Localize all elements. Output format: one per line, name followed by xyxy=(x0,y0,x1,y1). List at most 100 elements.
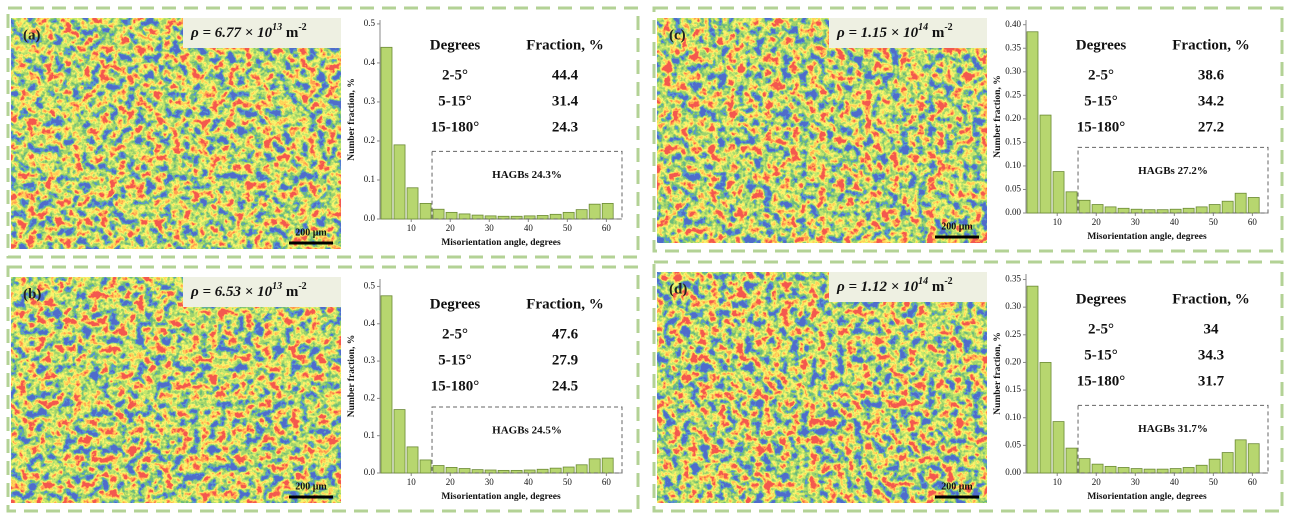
bar xyxy=(459,214,470,219)
table-cell: 34 xyxy=(1204,321,1220,337)
bar xyxy=(1066,448,1077,473)
density-unit-exponent: -2 xyxy=(298,281,306,292)
y-tick-label: 0.30 xyxy=(1005,66,1021,76)
bar xyxy=(1079,459,1090,473)
x-tick-label: 50 xyxy=(1209,217,1219,227)
scale-bar-label: 200 μm xyxy=(295,481,327,492)
bar xyxy=(420,203,431,219)
bar xyxy=(1118,467,1129,473)
y-tick-label: 0.10 xyxy=(1005,160,1021,170)
x-tick-label: 40 xyxy=(1170,217,1180,227)
table-cell: 34.3 xyxy=(1198,347,1224,363)
hagb-label: HAGBs 31.7% xyxy=(1138,423,1208,435)
table-header: Degrees xyxy=(430,37,481,53)
bar xyxy=(1053,172,1064,213)
table-header: Fraction, % xyxy=(1172,291,1249,307)
y-axis-label: Number fraction, % xyxy=(347,335,357,417)
x-axis-label: Misorientation angle, degrees xyxy=(1087,492,1207,502)
table-header: Fraction, % xyxy=(526,296,603,312)
bar xyxy=(602,203,613,219)
bar xyxy=(394,410,405,473)
bar xyxy=(1209,205,1220,213)
bar xyxy=(472,215,483,219)
table-header: Fraction, % xyxy=(1172,37,1249,53)
density-value: ρ = 6.77 × 10 xyxy=(190,25,273,41)
y-tick-label: 0.35 xyxy=(1005,42,1021,52)
table-cell: 2-5° xyxy=(442,67,468,83)
bar xyxy=(1040,115,1051,213)
bar xyxy=(446,212,457,219)
density-unit: m xyxy=(928,25,945,41)
y-tick-label: 0.05 xyxy=(1005,439,1021,449)
bar xyxy=(407,447,418,473)
bar xyxy=(1131,469,1142,473)
table-cell: 24.3 xyxy=(552,119,578,135)
orientation-map xyxy=(11,18,341,249)
density-label: ρ = 1.12 × 1014 m-2 xyxy=(836,276,953,295)
bar xyxy=(459,469,470,473)
hagb-label: HAGBs 24.3% xyxy=(492,169,562,181)
x-tick-label: 20 xyxy=(1092,477,1102,487)
table-cell: 2-5° xyxy=(1088,67,1114,83)
density-unit: m xyxy=(282,25,299,41)
density-unit-exponent: -2 xyxy=(944,276,952,287)
density-label: ρ = 1.15 × 1014 m-2 xyxy=(836,22,953,41)
y-tick-label: 0.0 xyxy=(364,213,376,223)
scale-bar-label: 200 μm xyxy=(295,227,327,238)
x-tick-label: 10 xyxy=(407,223,417,233)
y-tick-label: 0.1 xyxy=(364,430,375,440)
bar xyxy=(1235,193,1246,213)
density-exponent: 14 xyxy=(918,276,928,287)
bar xyxy=(394,145,405,219)
table-cell: 31.7 xyxy=(1198,373,1225,389)
x-tick-label: 50 xyxy=(563,477,573,487)
bar xyxy=(1118,208,1129,213)
x-axis-label: Misorientation angle, degrees xyxy=(441,238,561,248)
density-unit: m xyxy=(928,279,945,295)
bar xyxy=(446,467,457,473)
y-axis-label: Number fraction, % xyxy=(347,78,357,160)
bar xyxy=(563,212,574,219)
x-tick-label: 40 xyxy=(524,223,534,233)
scale-bar-label: 200 μm xyxy=(941,481,973,492)
x-tick-label: 50 xyxy=(1209,477,1219,487)
bar xyxy=(537,469,548,473)
x-tick-label: 20 xyxy=(446,223,456,233)
table-cell: 15-180° xyxy=(431,119,480,135)
y-tick-label: 0.10 xyxy=(1005,412,1021,422)
bar xyxy=(1196,465,1207,473)
x-tick-label: 10 xyxy=(407,477,417,487)
y-tick-label: 0.00 xyxy=(1005,207,1021,217)
bar xyxy=(589,459,600,473)
bar xyxy=(1235,440,1246,473)
x-tick-label: 60 xyxy=(1248,217,1258,227)
bar xyxy=(472,470,483,473)
density-unit: m xyxy=(282,284,299,300)
bar xyxy=(1196,207,1207,213)
bar xyxy=(433,209,444,219)
x-tick-label: 30 xyxy=(485,223,495,233)
x-tick-label: 30 xyxy=(1131,217,1141,227)
y-tick-label: 0.00 xyxy=(1005,467,1021,477)
table-cell: 5-15° xyxy=(1084,347,1118,363)
bar xyxy=(1157,469,1168,473)
x-tick-label: 30 xyxy=(485,477,495,487)
bar xyxy=(1092,464,1103,473)
bar xyxy=(1183,467,1194,473)
bar xyxy=(550,468,561,473)
panel-label: (a) xyxy=(23,27,41,43)
x-tick-label: 20 xyxy=(1092,217,1102,227)
bar xyxy=(537,215,548,219)
y-tick-label: 0.2 xyxy=(364,392,375,402)
bar xyxy=(420,460,431,473)
bar xyxy=(1027,32,1038,213)
x-tick-label: 20 xyxy=(446,477,456,487)
x-tick-label: 60 xyxy=(1248,477,1258,487)
scale-bar-label: 200 μm xyxy=(941,221,973,232)
bar xyxy=(1248,444,1259,473)
bar xyxy=(576,210,587,219)
y-tick-label: 0.35 xyxy=(1005,274,1021,284)
table-header: Fraction, % xyxy=(526,37,603,53)
